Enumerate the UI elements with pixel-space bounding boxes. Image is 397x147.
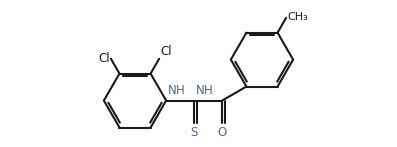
Text: N: N [168, 83, 176, 97]
Text: Cl: Cl [98, 52, 110, 65]
Text: CH₃: CH₃ [287, 12, 308, 22]
Text: Cl: Cl [160, 45, 172, 57]
Text: O: O [218, 126, 227, 139]
Text: S: S [191, 126, 198, 139]
Text: N: N [196, 83, 204, 97]
Text: H: H [176, 83, 185, 97]
Text: H: H [204, 83, 212, 97]
